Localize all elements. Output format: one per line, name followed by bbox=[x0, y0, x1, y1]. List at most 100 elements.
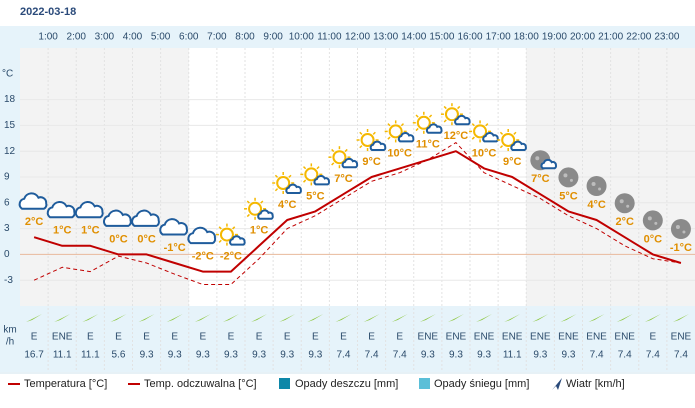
sun-icon bbox=[248, 201, 263, 216]
wind-arrow bbox=[222, 314, 239, 322]
cloud-icon bbox=[187, 226, 217, 245]
sun-ray bbox=[344, 148, 348, 153]
temperature-label: 1°C bbox=[250, 225, 269, 237]
moon-crater bbox=[591, 182, 596, 186]
y-tick-label: 12 bbox=[4, 146, 16, 157]
wind-direction: E bbox=[368, 332, 375, 343]
wind-speed: 7.4 bbox=[618, 350, 632, 361]
wind-direction: ENE bbox=[558, 332, 579, 343]
wind-speed: 7.4 bbox=[393, 350, 407, 361]
wind-speed: 7.4 bbox=[674, 350, 688, 361]
wind-speed: 7.4 bbox=[646, 350, 660, 361]
temperature-label: -1°C bbox=[164, 242, 186, 254]
hour-label: 19:00 bbox=[542, 32, 567, 43]
temperature-label: 5°C bbox=[306, 190, 325, 202]
hour-label: 9:00 bbox=[263, 32, 283, 43]
cloud-icon bbox=[46, 200, 76, 219]
wind-speed: 11.1 bbox=[503, 350, 522, 361]
left-column bbox=[0, 26, 20, 372]
y-tick-label: 6 bbox=[4, 197, 10, 208]
cloud-icon bbox=[454, 114, 471, 126]
temperature-label: 4°C bbox=[587, 199, 606, 211]
cloud-icon bbox=[397, 132, 415, 143]
wind-direction: ENE bbox=[446, 332, 467, 343]
wind-direction: E bbox=[228, 332, 235, 343]
wind-direction: E bbox=[199, 332, 206, 343]
wind-arrow bbox=[644, 314, 661, 322]
wind-arrow bbox=[82, 314, 99, 322]
wind-arrow bbox=[54, 314, 71, 322]
hour-label: 10:00 bbox=[289, 32, 314, 43]
legend-label: Opady śniegu [mm] bbox=[434, 378, 529, 390]
wind-speed: 9.3 bbox=[308, 350, 322, 361]
cloud-icon bbox=[131, 209, 160, 227]
wind-speed: 9.3 bbox=[421, 350, 435, 361]
temperature-label: 10°C bbox=[472, 147, 497, 159]
wind-direction: E bbox=[312, 332, 319, 343]
wind-speed: 9.3 bbox=[533, 350, 547, 361]
sun-icon bbox=[473, 124, 488, 139]
wind-direction: E bbox=[31, 332, 38, 343]
temperature-label: -1°C bbox=[670, 242, 692, 254]
wind-direction: E bbox=[87, 332, 94, 343]
wind-direction: E bbox=[396, 332, 403, 343]
wind-arrow bbox=[166, 314, 183, 322]
wind-arrow bbox=[251, 314, 268, 322]
sun-icon bbox=[304, 167, 319, 182]
sun-ray bbox=[303, 166, 307, 170]
cloud-icon bbox=[18, 192, 48, 210]
temperature-label: -2°C bbox=[220, 251, 242, 263]
cloud-icon bbox=[482, 132, 499, 143]
hour-label: 18:00 bbox=[514, 32, 539, 43]
y-tick-label: 0 bbox=[4, 249, 10, 260]
sun-ray bbox=[316, 166, 320, 170]
temperature-label: -2°C bbox=[192, 251, 214, 263]
temperature-label: 12°C bbox=[444, 130, 469, 142]
wind-speed: 9.3 bbox=[224, 350, 238, 361]
temperature-label: 11°C bbox=[416, 139, 440, 151]
moon-crater bbox=[675, 225, 680, 229]
temperature-label: 2°C bbox=[615, 216, 634, 228]
wind-speed: 9.3 bbox=[168, 350, 182, 361]
temperature-label: 10°C bbox=[387, 147, 412, 159]
sun-ray bbox=[274, 188, 279, 192]
sun-ray bbox=[274, 174, 279, 178]
wind-speed: 11.1 bbox=[53, 350, 72, 361]
hour-label: 7:00 bbox=[207, 32, 227, 43]
wind-speed: 9.3 bbox=[252, 350, 266, 361]
hour-label: 6:00 bbox=[179, 32, 199, 43]
sun-ray bbox=[246, 200, 250, 204]
wind-arrow bbox=[672, 314, 689, 322]
sun-icon bbox=[444, 107, 459, 122]
temperature-label: 4°C bbox=[278, 199, 297, 211]
wind-unit: /h bbox=[6, 337, 14, 348]
sun-ray bbox=[428, 114, 433, 118]
moon-icon bbox=[670, 219, 691, 239]
sun-ray bbox=[331, 162, 335, 166]
wind-arrow bbox=[138, 314, 155, 322]
sun-icon bbox=[332, 150, 347, 165]
wind-direction: E bbox=[115, 332, 122, 343]
hour-label: 16:00 bbox=[457, 32, 482, 43]
sun-ray bbox=[232, 226, 236, 230]
wind-speed: 16.7 bbox=[24, 350, 44, 361]
cloud-icon bbox=[540, 158, 558, 170]
wind-direction: E bbox=[284, 332, 291, 343]
sun-ray bbox=[499, 131, 504, 135]
y-tick-label: -3 bbox=[4, 275, 13, 286]
sun-ray bbox=[471, 123, 475, 127]
wind-arrow bbox=[560, 314, 577, 322]
legend-swatch bbox=[419, 378, 430, 389]
hour-label: 15:00 bbox=[429, 32, 454, 43]
hour-label: 17:00 bbox=[486, 32, 511, 43]
temperature-line bbox=[33, 150, 682, 273]
legend-label: Temp. odczuwalna [°C] bbox=[144, 378, 257, 390]
sun-icon bbox=[388, 124, 403, 139]
temperature-label: 2°C bbox=[25, 216, 44, 228]
wind-arrow bbox=[532, 314, 549, 322]
legend-label: Opady deszczu [mm] bbox=[295, 378, 398, 390]
wind-unit: km bbox=[3, 325, 16, 336]
sun-ray bbox=[485, 123, 489, 127]
temperature-label: 5°C bbox=[559, 190, 578, 202]
